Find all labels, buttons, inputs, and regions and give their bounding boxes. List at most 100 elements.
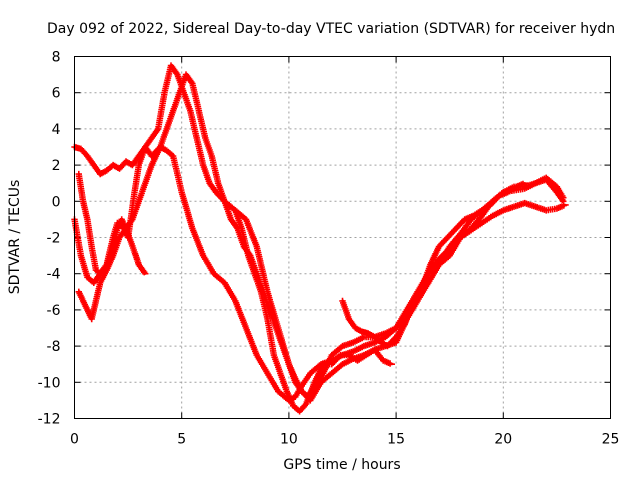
data-point [360, 330, 363, 333]
data-point [204, 136, 207, 140]
data-point [116, 221, 119, 225]
data-point [506, 191, 509, 194]
data-point [163, 91, 166, 94]
data-point [279, 372, 282, 375]
data-point [294, 395, 297, 398]
data-point [216, 182, 220, 185]
data-point [463, 218, 466, 221]
data-point [534, 205, 537, 208]
data-point [364, 353, 368, 357]
data-point [150, 163, 153, 167]
data-point [394, 335, 398, 339]
data-point [274, 326, 278, 330]
data-point [137, 200, 140, 203]
data-point [111, 254, 115, 257]
data-point [313, 381, 316, 384]
data-point [223, 281, 226, 284]
data-point [86, 308, 89, 312]
series-markers [71, 62, 567, 400]
data-point [523, 182, 526, 185]
data-point [214, 191, 218, 194]
data-point [124, 227, 128, 230]
x-tick-label: 15 [387, 432, 405, 448]
data-point [182, 91, 185, 94]
data-point [99, 172, 102, 176]
data-point [356, 359, 359, 362]
data-point [144, 145, 147, 149]
data-point [322, 372, 325, 375]
data-point [437, 263, 441, 266]
data-point [77, 172, 81, 176]
data-point [201, 254, 205, 257]
y-tick-label: 0 [52, 194, 61, 210]
data-point [534, 182, 537, 185]
data-point [497, 194, 501, 198]
data-point [171, 154, 175, 158]
data-point [255, 353, 258, 357]
data-point [244, 218, 248, 221]
data-point [92, 281, 96, 284]
data-point [144, 272, 147, 275]
data-point [354, 326, 357, 330]
data-point [437, 245, 441, 248]
data-point [156, 127, 160, 131]
data-point [394, 341, 398, 344]
data-point [255, 245, 258, 248]
data-point [79, 254, 83, 257]
data-point [118, 236, 121, 239]
data-point [523, 185, 526, 188]
data-point [176, 73, 179, 76]
data-point [150, 136, 153, 140]
series-markers [339, 180, 528, 350]
data-point [137, 154, 140, 158]
data-point [545, 176, 548, 179]
data-point [309, 372, 312, 375]
data-point [469, 227, 473, 230]
data-point [189, 109, 192, 113]
data-point [429, 263, 432, 266]
series-track-3 [71, 62, 567, 400]
data-point [184, 73, 188, 76]
data-point [137, 263, 140, 266]
data-point [180, 191, 183, 194]
data-point [454, 227, 458, 230]
data-point [247, 254, 250, 257]
data-point [81, 299, 85, 303]
data-point [86, 276, 89, 279]
data-point [266, 317, 269, 321]
data-point [304, 402, 308, 406]
data-point [253, 272, 256, 275]
data-point [373, 348, 376, 351]
data-point [386, 344, 389, 348]
data-point [564, 203, 567, 207]
data-point [191, 82, 194, 85]
data-point [390, 363, 393, 366]
data-point [77, 290, 81, 293]
x-tick-label: 5 [177, 432, 186, 448]
data-point [178, 91, 181, 94]
data-point [131, 163, 134, 167]
x-axis-label: GPS time / hours [283, 457, 400, 473]
data-point [294, 377, 297, 380]
data-point [512, 205, 516, 208]
y-axis-label: SDTVAR / TECUs [7, 180, 23, 295]
data-point [212, 272, 216, 275]
data-point [292, 404, 295, 407]
data-point [90, 317, 93, 321]
x-tick-label: 10 [280, 432, 298, 448]
data-point [367, 332, 370, 335]
data-point [352, 350, 355, 353]
data-point [347, 353, 351, 357]
data-point [382, 359, 385, 362]
data-point [523, 201, 526, 205]
data-point [259, 290, 263, 293]
data-point [201, 163, 205, 167]
data-point [373, 341, 376, 344]
data-point [137, 163, 140, 167]
data-point [448, 245, 451, 248]
data-point [99, 272, 102, 275]
y-tick-label: -10 [38, 375, 61, 391]
y-tick-label: -2 [47, 231, 61, 247]
data-point [191, 227, 194, 230]
